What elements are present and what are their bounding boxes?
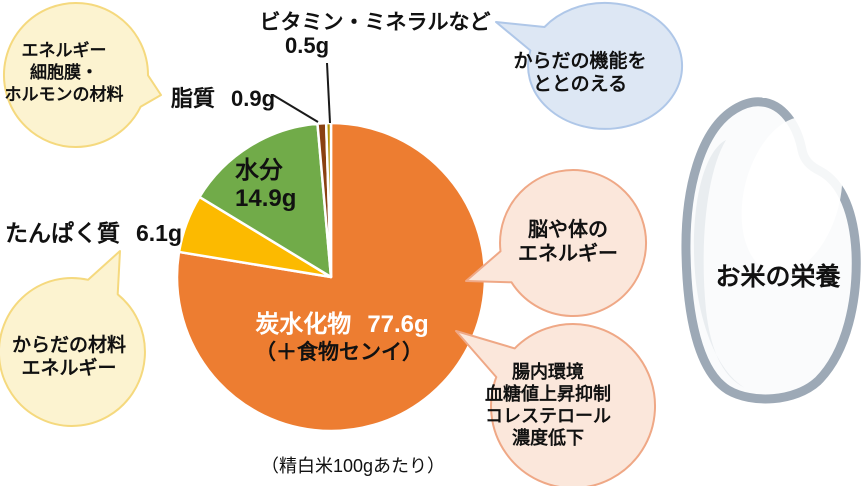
vitamin-mineral-label: ビタミン・ミネラルなど <box>259 11 491 34</box>
bubble-line: エネルギー <box>518 243 618 265</box>
bubble-line: ととのえる <box>532 74 628 95</box>
pie-slice-water <box>198 122 333 279</box>
speech-bubble-body-function <box>495 1 684 130</box>
pie-slice-vitamin-mineral <box>324 121 333 279</box>
water-slice-label: 水分 14.9g <box>235 157 296 213</box>
bubble-line: からだの材料 <box>11 335 127 356</box>
bubble-line: コレステロール <box>485 406 611 426</box>
carbs-value: 77.6g <box>367 311 429 338</box>
per-100g-caption: （精白米100gあたり） <box>261 456 446 476</box>
protein-name: たんぱく質 <box>5 220 120 246</box>
rice-grain-shading <box>693 140 745 388</box>
bubble-line: からだの機能を <box>513 51 647 72</box>
bubble-gut-benefits-text: 腸内環境 血糖値上昇抑制 コレステロール 濃度低下 <box>485 361 611 449</box>
bubble-line: 細胞膜・ <box>30 63 98 82</box>
protein-value: 6.1g <box>136 220 183 246</box>
bubble-energy-cell-material-text: エネルギー 細胞膜・ ホルモンの材料 <box>5 40 124 106</box>
vitamin-mineral-value: 0.5g <box>284 33 330 58</box>
bubble-line: 腸内環境 <box>512 362 584 382</box>
water-value: 14.9g <box>235 185 297 212</box>
speech-bubble-body-material-energy <box>0 250 146 427</box>
bubble-body-material-energy-text: からだの材料 エネルギー <box>12 334 126 380</box>
fat-name: 脂質 <box>171 86 216 111</box>
speech-bubble-brain-body-energy <box>465 169 647 317</box>
bubble-line: 血糖値上昇抑制 <box>485 384 611 404</box>
carbohydrate-slice-label: 炭水化物 77.6g <box>255 304 428 339</box>
water-name: 水分 <box>235 157 283 184</box>
protein-label: たんぱく質 6.1g <box>5 214 182 248</box>
carbohydrate-slice-sublabel: （＋食物センイ） <box>255 341 423 364</box>
fat-value: 0.9g <box>231 86 276 111</box>
rice-grain-highlight <box>741 116 843 274</box>
speech-bubble-gut-benefits <box>455 323 657 486</box>
bubble-line: 濃度低下 <box>512 428 584 448</box>
bubble-brain-body-energy-text: 脳や体の エネルギー <box>518 218 618 266</box>
leader-line-fat <box>272 94 319 123</box>
bubble-line: ホルモンの材料 <box>4 85 124 104</box>
rice-grain-title: お米の栄養 <box>715 263 841 291</box>
bubble-line: エネルギー <box>21 41 107 60</box>
bubble-line: 脳や体の <box>528 219 608 241</box>
bubble-line: エネルギー <box>21 358 117 379</box>
fat-label: 脂質 0.9g <box>171 81 275 113</box>
speech-bubble-energy-cell-material <box>3 2 162 148</box>
leader-line-vitamin-mineral <box>326 62 331 124</box>
carbs-name: 炭水化物 <box>255 311 352 338</box>
bubble-body-function-text: からだの機能を ととのえる <box>513 50 646 96</box>
